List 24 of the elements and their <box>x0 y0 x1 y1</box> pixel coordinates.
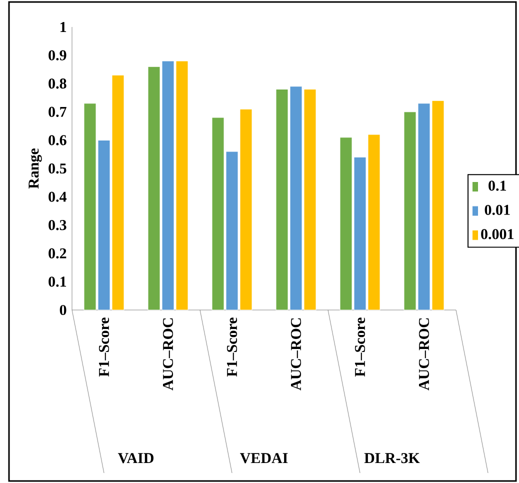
legend-label: 0.01 <box>484 204 510 216</box>
y-tick-label: 1 <box>60 22 66 32</box>
y-tick-label: 0.3 <box>48 220 66 230</box>
y-tick-label: 0.1 <box>48 276 66 287</box>
y-tick-label: 0 <box>60 304 66 316</box>
text: DLR-3K <box>364 453 420 464</box>
x-tick-label: F1–Score <box>354 318 366 377</box>
x-tick-label: AUC–ROC <box>162 318 174 390</box>
x-tick-label: F1–Score <box>98 318 110 377</box>
y-tick-label: 0.6 <box>48 135 66 146</box>
text: VEDAI <box>240 453 288 464</box>
y-tick-label: 0.8 <box>48 78 66 89</box>
x-tick-label: F1–Score <box>226 318 238 377</box>
legend-label: 0.1 <box>488 180 506 191</box>
x-tick-label: AUC–ROC <box>290 318 302 390</box>
y-tick-label: 0.2 <box>48 248 66 258</box>
legend-label: 0.001 <box>481 229 514 240</box>
y-axis-title: Range <box>28 148 42 189</box>
x-tick-label: AUC–ROC <box>418 318 430 390</box>
y-tick-label: 0.7 <box>48 106 66 117</box>
y-tick-label: 0.5 <box>48 163 66 174</box>
y-tick-label: 0.4 <box>48 192 67 202</box>
y-tick-label: 0.9 <box>48 50 66 60</box>
text: VAID <box>118 453 154 464</box>
